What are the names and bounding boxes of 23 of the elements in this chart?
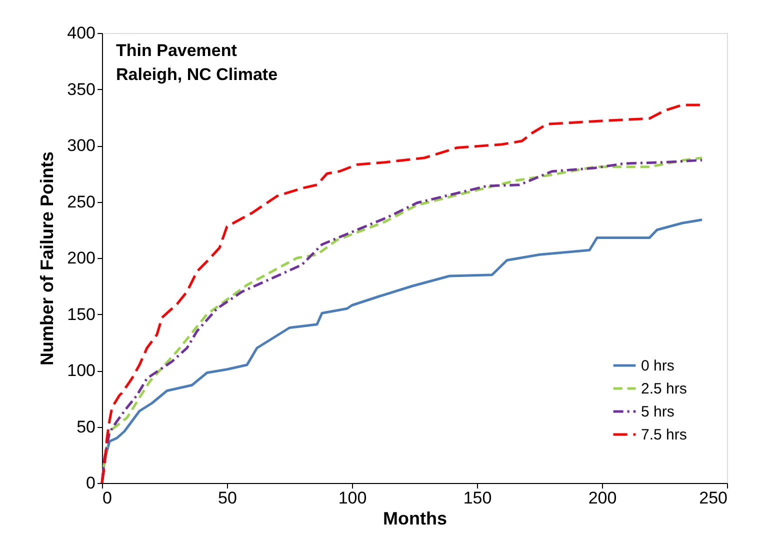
y-tick-label: 250 — [67, 192, 96, 212]
y-tick-label: 300 — [67, 136, 96, 155]
text: Raleigh, NC Climate — [116, 65, 278, 84]
y-tick-label: 150 — [67, 304, 96, 324]
y-tick-label: 100 — [67, 361, 96, 380]
y-tick-label: 200 — [67, 248, 96, 268]
y-axis-title: Number of Failure Points — [37, 151, 58, 366]
legend-label: 0 hrs — [641, 358, 674, 374]
x-tick-label: 150 — [463, 488, 492, 508]
y-tick-label: 350 — [67, 80, 96, 99]
y-tick-label: 0 — [86, 474, 96, 492]
x-tick-label: 250 — [699, 488, 728, 508]
y-tick-label: 50 — [76, 417, 96, 436]
legend-label: 5 hrs — [641, 404, 674, 420]
x-tick-label: 200 — [588, 488, 617, 508]
legend-label: 7.5 hrs — [641, 426, 687, 444]
chart-title: Thin Pavement — [116, 41, 238, 60]
x-axis-title: Months — [383, 508, 447, 528]
x-tick-label: 0 — [102, 488, 112, 508]
y-tick-label: 400 — [67, 24, 96, 42]
x-tick-label: 100 — [338, 488, 367, 508]
legend-label: 2.5 hrs — [641, 380, 687, 398]
x-tick-label: 50 — [218, 488, 237, 508]
